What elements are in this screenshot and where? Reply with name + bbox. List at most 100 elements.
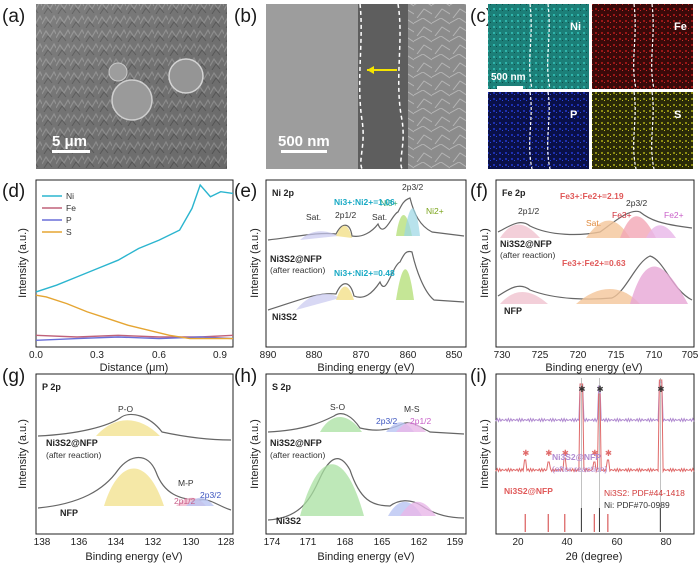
x-tick: 880 <box>306 350 323 361</box>
x-tick: 171 <box>300 537 317 548</box>
panel-label-b: (b) <box>234 6 257 27</box>
fit-sat <box>586 220 630 238</box>
fit-fe2 <box>630 266 688 304</box>
panel-title: P 2p <box>42 382 61 392</box>
x-tick: 0.3 <box>90 350 104 361</box>
p-map <box>488 92 589 169</box>
legend-s: S <box>66 227 72 237</box>
fit-2p32 <box>186 497 214 506</box>
ni-peak-marker: ✱ <box>657 384 664 394</box>
plot-frame <box>35 179 234 348</box>
panel-label-h: (h) <box>234 366 257 387</box>
trace-label-top: Ni3S2@NFP <box>270 254 322 264</box>
fit-so <box>300 464 364 516</box>
x-tick: 136 <box>71 537 88 548</box>
trace-sublabel-top: (after reaction) <box>46 450 101 460</box>
ni3s2-peak-marker: ✱ <box>591 448 598 458</box>
y-axis-label: Intensity (a.u.) <box>17 419 29 489</box>
legend-ni: Ni <box>66 191 74 201</box>
ni3s2-peak-marker: ✱ <box>605 448 612 458</box>
trace-label-top: Ni3S2@NFP <box>270 438 322 448</box>
series-line-s <box>35 294 233 340</box>
trace-label-bottom: NFP <box>60 508 78 518</box>
x-tick: 730 <box>494 350 511 361</box>
peak-so: S-O <box>330 402 346 412</box>
fit-sat <box>296 293 340 310</box>
panel-label-e: (e) <box>234 181 257 202</box>
x-tick: 0.9 <box>213 350 227 361</box>
y-axis-label: Intensity (a.u.) <box>249 419 261 489</box>
plot-frame <box>35 373 234 535</box>
ratio-bottom: Fe3+:Fe2+=0.63 <box>562 258 626 268</box>
fit-so <box>320 416 362 432</box>
ratio-top: Ni3+:Ni2+=1.06 <box>334 197 395 207</box>
legend-fe: Fe <box>66 203 76 213</box>
x-tick: 715 <box>608 350 625 361</box>
y-axis-label: Intensity (a.u.) <box>17 228 29 298</box>
x-tick: 128 <box>218 537 235 548</box>
fit-po <box>96 420 160 436</box>
chart-i: ✱ ✱ ✱ ✱ ✱ ✱ ✱ ✱ Ni3S2@NFP (after reaction) Ni3S… <box>479 373 695 563</box>
ratio-top: Fe3+:Fe2+=2.19 <box>560 191 624 201</box>
x-tick: 134 <box>108 537 125 548</box>
trace-label-bottom: Ni3S2 <box>276 516 301 526</box>
trace-top <box>37 413 232 441</box>
x-tick: 130 <box>183 537 200 548</box>
scale-bar <box>281 150 327 153</box>
ni3s2-peak-marker: ✱ <box>522 448 529 458</box>
x-tick: 60 <box>611 537 623 548</box>
map-label-fe: Fe <box>674 21 687 33</box>
fit-2p12 <box>500 292 548 304</box>
trace-label-bottom: Ni3S2 <box>272 312 297 322</box>
fit-2p12 <box>500 224 540 238</box>
arrow-head <box>367 66 374 74</box>
x-tick: 710 <box>646 350 663 361</box>
xrd-trace-top <box>495 381 695 424</box>
fit-2p12 <box>336 225 352 238</box>
x-axis-label: Binding energy (eV) <box>85 551 182 563</box>
panel-title: S 2p <box>272 382 292 392</box>
fit-fe2 <box>646 225 676 238</box>
series-line-p <box>35 336 234 341</box>
x-tick: 0.0 <box>29 350 43 361</box>
fit-2p12 <box>400 501 436 516</box>
ni-peak-marker: ✱ <box>596 384 603 394</box>
x-tick: 720 <box>570 350 587 361</box>
x-tick: 860 <box>400 350 417 361</box>
trace-sublabel-top: (after reaction) <box>270 450 325 460</box>
scale-bar <box>52 150 90 153</box>
x-tick: 40 <box>561 537 573 548</box>
panel-label-a: (a) <box>2 6 25 27</box>
x-tick: 159 <box>447 537 464 548</box>
particle <box>168 58 204 94</box>
interface-lines <box>529 3 655 170</box>
peak-2p32: 2p3/2 <box>402 182 424 192</box>
ref-ni3s2: Ni3S2: PDF#44-1418 <box>604 488 685 498</box>
peak-sat: Sat. <box>586 218 601 228</box>
ratio-bottom: Ni3+:Ni2+=0.48 <box>334 268 395 278</box>
trace-bottom <box>267 458 465 521</box>
interface-line <box>358 3 364 170</box>
x-tick: 0.6 <box>152 350 166 361</box>
x-tick: 870 <box>353 350 370 361</box>
x-axis-label: Binding energy (eV) <box>545 362 642 374</box>
fit-ni3 <box>396 269 414 300</box>
xrd-trace-bottom <box>495 379 695 474</box>
interface-line <box>397 3 404 170</box>
x-tick: 80 <box>660 537 672 548</box>
trace-top <box>267 413 465 435</box>
panel-label-g: (g) <box>2 366 25 387</box>
panel-title: Ni 2p <box>272 188 295 198</box>
legend-p: P <box>66 215 72 225</box>
peak-2p12: 2p1/2 <box>174 496 196 506</box>
map-label-s: S <box>674 109 681 121</box>
trace-sublabel-top: (after reaction) <box>270 265 325 275</box>
trace-label-bottom: NFP <box>504 306 522 316</box>
scale-label: 500 nm <box>491 72 526 83</box>
peak-2p32: 2p3/2 <box>376 416 398 426</box>
trace-label-bottom: Ni3S2@NFP <box>504 486 553 496</box>
x-tick: 705 <box>682 350 699 361</box>
x-axis-label: Binding energy (eV) <box>317 551 414 563</box>
y-axis-label: Intensity (a.u.) <box>479 419 491 489</box>
